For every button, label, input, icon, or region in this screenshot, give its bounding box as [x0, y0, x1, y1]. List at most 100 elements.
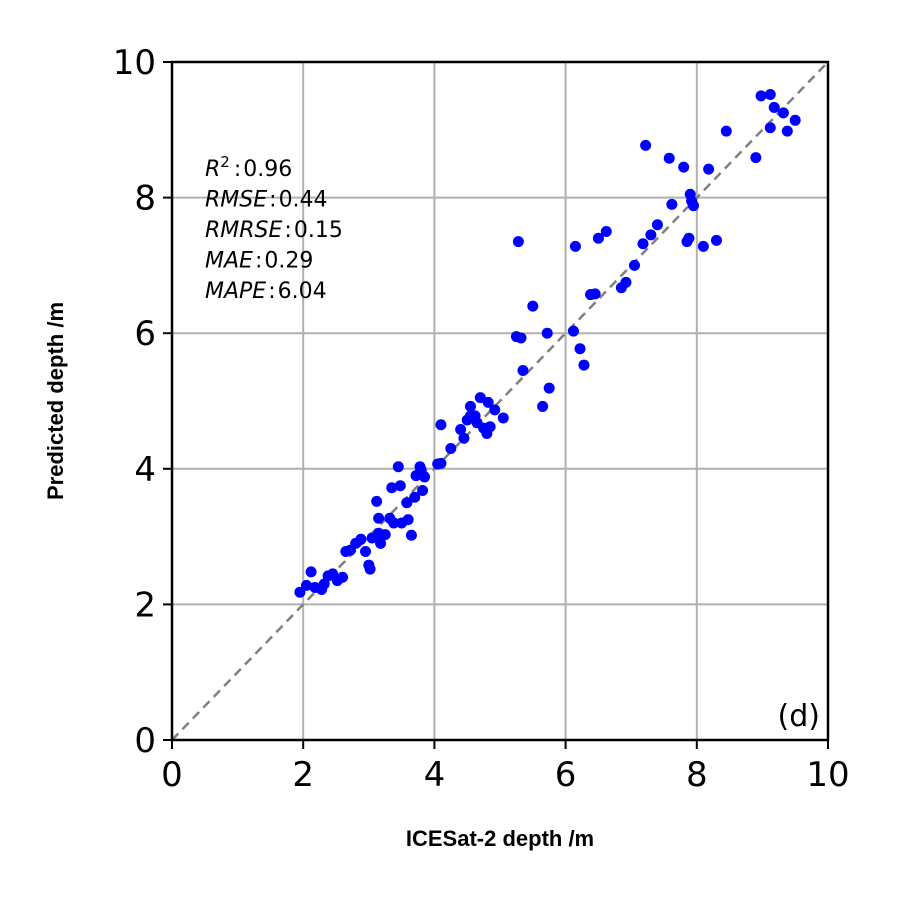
stat-colon: : — [255, 249, 262, 274]
data-point — [464, 400, 476, 412]
data-point — [388, 517, 400, 529]
data-point — [541, 327, 553, 339]
data-point — [435, 457, 447, 469]
data-point — [789, 114, 801, 126]
stat-colon: : — [284, 218, 291, 243]
plot-frame — [170, 60, 830, 742]
stat-value: 0.44 — [279, 188, 328, 213]
data-point — [703, 163, 715, 175]
data-point — [589, 288, 601, 300]
data-point — [512, 236, 524, 248]
data-point — [688, 200, 700, 212]
y-tick-label: 8 — [134, 179, 156, 219]
data-point — [294, 586, 306, 598]
data-point — [777, 107, 789, 119]
data-point — [567, 325, 579, 337]
data-point — [435, 419, 447, 431]
data-point — [578, 359, 590, 371]
data-point — [683, 232, 695, 244]
data-point — [637, 238, 649, 250]
reference-line — [171, 61, 829, 741]
x-tick-label: 8 — [686, 755, 708, 795]
y-tick-label: 4 — [134, 450, 156, 490]
data-points — [294, 89, 801, 598]
panel-label: (d) — [778, 699, 820, 734]
data-point — [527, 300, 539, 312]
y-tick-label: 2 — [134, 585, 156, 625]
data-point — [764, 89, 776, 101]
data-point — [445, 442, 457, 454]
stats-annotation: R2:0.96RMSE:0.44RMRSE:0.15MAE:0.29MAPE:6… — [205, 153, 343, 304]
data-point — [355, 533, 367, 545]
data-point — [620, 276, 632, 288]
tick-labels: 0 2 4 6 8 10 0 2 4 6 8 10 — [113, 43, 850, 795]
data-point — [543, 382, 555, 394]
data-point — [666, 198, 678, 210]
data-point — [360, 546, 372, 558]
stat-value: 0.15 — [294, 218, 343, 243]
data-point — [394, 480, 406, 492]
stat-line: MAPE:6.04 — [205, 279, 327, 304]
y-tick-label: 0 — [134, 721, 156, 761]
data-point — [337, 571, 349, 583]
x-tick-label: 4 — [424, 755, 446, 795]
x-tick-label: 10 — [806, 755, 849, 795]
data-point — [417, 484, 429, 496]
data-point — [678, 161, 690, 173]
stat-colon: : — [268, 279, 275, 304]
data-point — [375, 537, 387, 549]
data-point — [517, 364, 529, 376]
reference-line-group — [171, 61, 829, 741]
data-point — [318, 578, 330, 590]
x-tick-label: 2 — [292, 755, 314, 795]
data-point — [697, 240, 709, 252]
stat-colon: : — [269, 188, 276, 213]
stat-name: RMSE — [205, 188, 267, 213]
data-point — [537, 400, 549, 412]
data-point — [402, 514, 414, 526]
data-point — [755, 90, 767, 102]
stat-name: RMRSE — [205, 218, 283, 243]
stat-value: 0.96 — [243, 157, 292, 182]
stat-colon: : — [234, 157, 241, 182]
data-point — [409, 491, 421, 503]
data-point — [371, 495, 383, 507]
data-point — [364, 563, 376, 575]
y-axis-label: Predicted depth /m — [43, 302, 68, 500]
stat-name: MAPE — [205, 279, 266, 304]
data-point — [592, 232, 604, 244]
data-point — [781, 125, 793, 137]
data-point — [710, 234, 722, 246]
data-point — [482, 396, 494, 408]
y-tick-label: 10 — [113, 43, 156, 83]
data-point — [489, 404, 501, 416]
data-point — [764, 122, 776, 134]
axis-ticks — [163, 61, 829, 749]
stat-superscript: 2 — [220, 153, 230, 171]
stat-line: R2:0.96 — [205, 153, 292, 182]
data-point — [497, 412, 509, 424]
data-point — [401, 497, 413, 509]
data-point — [392, 461, 404, 473]
data-point — [419, 471, 431, 483]
stat-name: MAE — [205, 249, 253, 274]
data-point — [379, 529, 391, 541]
data-point — [645, 229, 657, 241]
stat-name: R — [205, 157, 220, 182]
data-point — [373, 512, 385, 524]
stat-value: 0.29 — [264, 249, 313, 274]
data-point — [305, 566, 317, 578]
data-point — [651, 219, 663, 231]
stat-value: 6.04 — [278, 279, 327, 304]
data-point — [768, 101, 780, 113]
data-point — [386, 482, 398, 494]
data-point — [405, 529, 417, 541]
data-point — [484, 421, 496, 433]
data-point — [300, 579, 312, 591]
x-tick-label: 0 — [161, 755, 183, 795]
x-tick-label: 6 — [555, 755, 577, 795]
data-point — [458, 432, 470, 444]
data-point — [628, 259, 640, 271]
stat-line: RMSE:0.44 — [205, 188, 328, 213]
